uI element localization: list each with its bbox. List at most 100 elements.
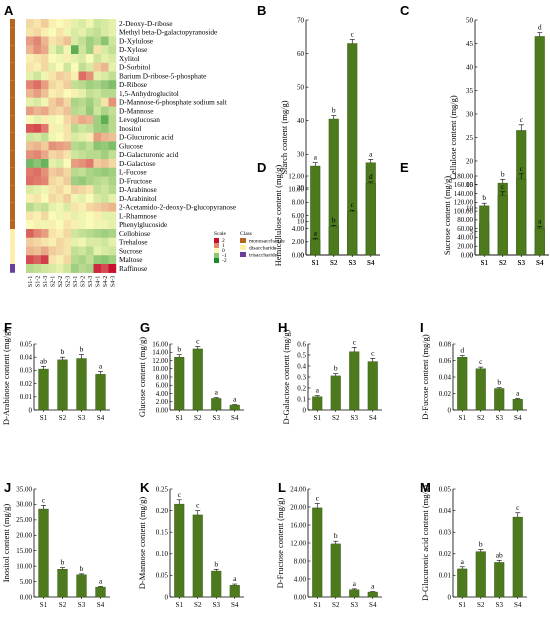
heatmap-cell [78,124,87,133]
heatmap-cell [33,141,42,151]
bar [457,357,468,411]
y-tick-label: 20 [297,184,305,192]
heatmap-cell [71,36,79,46]
significance-letter: a [461,557,465,566]
heatmap-cell [71,80,79,90]
y-tick-label: 15 [466,181,474,189]
heatmap-cell [108,264,117,273]
heatmap-cell [86,159,94,168]
y-tick-label: 30.00 [16,501,32,509]
heatmap-cell [48,220,57,230]
heatmap-cell [86,141,94,151]
y-tick-label: 0 [29,406,33,414]
class-bar-cell [10,220,15,229]
x-tick-label: S4 [536,259,544,267]
y-axis-label: Glucose content (mg/g) [137,337,147,417]
bar [312,507,323,598]
y-tick-label: 0 [448,593,452,601]
class-legend-swatch [240,238,246,243]
heatmap-cell [56,229,64,238]
heatmap-cell [108,150,117,160]
heatmap-cell [78,264,87,273]
heatmap-cell [101,194,109,203]
heatmap-col-label: S2-2 [58,276,64,287]
heatmap-cell [108,80,117,90]
heatmap-cell [63,246,72,256]
bar [347,211,358,256]
heatmap-cell [63,54,72,63]
heatmap-cell [93,106,102,116]
heatmap-cell [41,97,49,107]
heatmap-col-label: S2-3 [65,276,71,287]
bar [174,503,185,598]
heatmap-cell [101,36,109,46]
heatmap-cell [56,211,64,221]
bar-chart-panel: G 0.002.004.006.008.0010.0012.0014.0016.0… [137,320,244,422]
bar [330,375,341,411]
heatmap-cell [33,211,42,221]
bar [211,398,222,411]
heatmap-row-label: D-Fructose [119,176,152,185]
heatmap-row-label: D-Mannose-6-phosphate sodium salt [119,98,227,107]
class-bar-cell [10,211,15,221]
heatmap-cell [41,36,49,46]
heatmap-cell [101,159,109,168]
scale-legend-swatch [214,253,219,258]
panel-label: B [257,3,266,18]
y-tick-label: 0.1 [297,395,306,403]
heatmap-cell [78,115,87,125]
y-tick-label: 0.05 [156,572,169,580]
heatmap-cell [78,54,87,63]
heatmap-cell [33,150,42,160]
bar [367,591,378,598]
class-bar-cell [10,45,15,54]
heatmap-col-label: S4-3 [110,276,116,287]
y-tick-label: 50 [466,16,474,24]
heatmap-cell [93,71,102,81]
heatmap-cell [48,71,57,81]
heatmap-col-label: S3-3 [88,276,94,287]
heatmap-cell [78,194,87,203]
significance-letter: c [353,337,357,346]
scale-legend-tick: 2 [222,238,225,244]
x-tick-label: S2 [499,259,507,267]
panel-label: G [140,320,150,335]
heatmap-cell [93,141,102,151]
heatmap-row-label: L-Fucose [119,168,147,177]
heatmap-cell [71,27,79,37]
heatmap-cell [63,220,72,230]
heatmap-cell [108,36,117,46]
x-tick-label: S3 [518,259,526,267]
heatmap-cell [78,27,87,37]
significance-letter: a [353,579,357,588]
y-axis-label: D-Arabinose content (mg/g) [1,329,11,425]
significance-letter: b [482,193,486,202]
y-tick-label: 5.00 [20,578,33,586]
x-tick-label: S1 [459,414,467,422]
heatmap-cell [56,167,64,177]
y-tick-label: 20 [466,157,474,165]
significance-letter: a [233,574,237,583]
heatmap-cell [63,264,72,273]
heatmap-cell [108,97,117,107]
heatmap-cell [101,211,109,221]
x-tick-label: S2 [194,414,202,422]
panel-label: M [420,480,431,495]
bar [497,195,508,256]
heatmap-row-label: D-Sorbitol [119,63,150,72]
heatmap-cell [56,132,64,142]
bar-chart-panel: L 0.00 4.00 8.00 12.00 16.00 20.00 24.00 D-Fruct… [275,480,382,609]
heatmap-cell [33,185,42,195]
significance-letter: a [233,395,237,404]
heatmap-cell [93,246,102,256]
heatmap-cell [71,159,79,168]
y-tick-label: 0 [448,406,452,414]
heatmap-cell [71,141,79,151]
significance-letter: b [497,378,501,387]
heatmap-cell [41,80,49,90]
y-axis-label: D-Fructose content (mg/g) [275,498,285,589]
class-bar-cell [10,97,15,107]
scale-legend-swatch [214,248,219,253]
significance-letter: c [516,503,520,512]
class-bar-cell [10,36,15,46]
